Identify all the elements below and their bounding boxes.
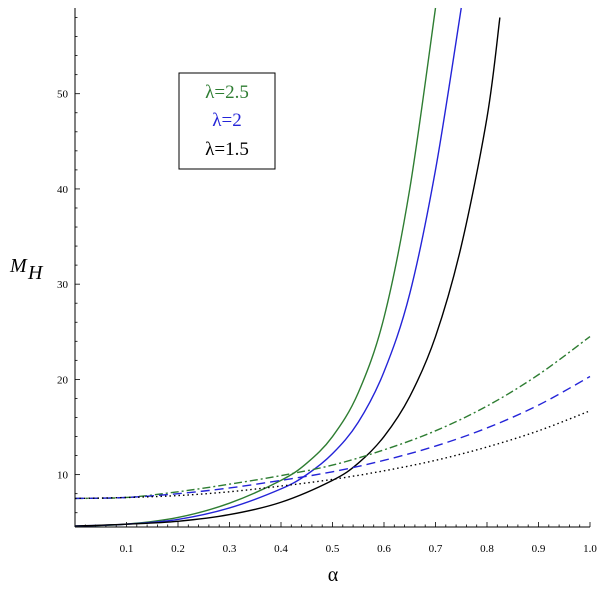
legend-entry-lambda-2-5: λ=2.5 [205, 82, 249, 103]
x-tick-label: 0.5 [326, 543, 340, 555]
series-layer [74, 7, 591, 527]
y-tick-label: 20 [57, 374, 69, 386]
legend-entry-lambda-1-5: λ=1.5 [205, 139, 249, 160]
legend-entry-lambda-2: λ=2 [212, 110, 241, 131]
axes [74, 8, 591, 528]
x-tick-label: 0.7 [429, 543, 443, 555]
series-line-lambda-2-solid [74, 7, 462, 527]
x-tick-label: 0.1 [120, 543, 134, 555]
x-tick-label: 0.8 [480, 543, 494, 555]
legend-box [178, 72, 276, 170]
x-tick-label: 0.6 [377, 543, 391, 555]
y-tick-label: 40 [57, 184, 69, 196]
x-tick-label: 0.2 [171, 543, 185, 555]
series-line-lambda-1-5-solid [74, 17, 501, 527]
y-axis-label-sub: H [27, 262, 44, 284]
series-line-lambda-2-dashed [74, 375, 591, 500]
x-tick-label: 1.0 [583, 543, 597, 555]
y-axis-label: M H [9, 255, 44, 284]
series-line-lambda-2-5-solid [74, 7, 437, 527]
x-tick-label: 0.9 [532, 543, 546, 555]
y-axis-label-main: M [9, 255, 28, 277]
legend: λ=2.5 λ=2 λ=1.5 [178, 72, 276, 170]
y-tick-label: 50 [57, 89, 69, 101]
tick-labels: 0.1 0.2 0.3 0.4 0.5 0.6 0.7 0.8 0.9 1.0 10 20 30 40 50 [57, 89, 597, 555]
x-tick-label: 0.3 [223, 543, 237, 555]
x-axis-label: α [328, 564, 339, 586]
series-line-lambda-2-5-dashdot [74, 335, 591, 500]
series-line-lambda-1-5-dotted [74, 410, 591, 500]
y-tick-label: 30 [57, 279, 69, 291]
y-tick-label: 10 [57, 470, 69, 482]
x-tick-label: 0.4 [274, 543, 288, 555]
